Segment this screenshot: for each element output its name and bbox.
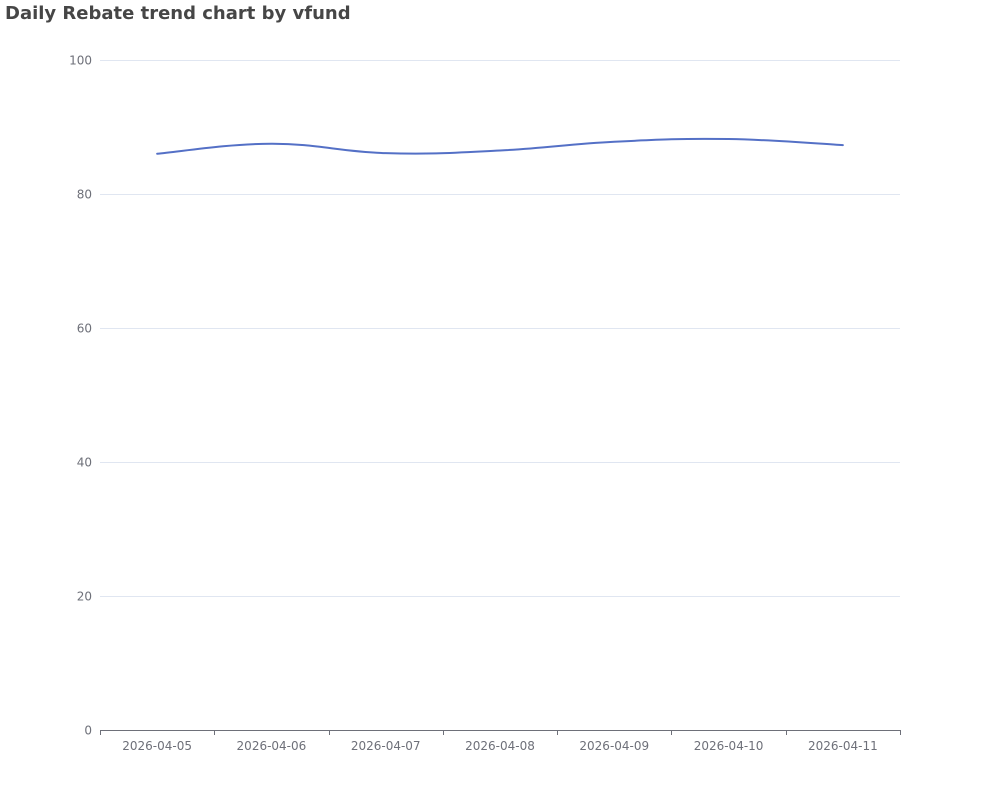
x-tick-label: 2026-04-06 (237, 739, 307, 753)
y-tick-label: 20 (77, 590, 92, 604)
y-tick-label: 60 (77, 322, 92, 336)
x-tick-label: 2026-04-05 (122, 739, 192, 753)
x-tick-label: 2026-04-08 (465, 739, 535, 753)
x-tick-label: 2026-04-09 (579, 739, 649, 753)
y-tick-label: 100 (69, 54, 92, 68)
x-tick-label: 2026-04-07 (351, 739, 421, 753)
y-axis-tick-labels: 0 20 40 60 80 100 (69, 54, 92, 738)
series-line (156, 137, 844, 155)
chart-title: Daily Rebate trend chart by vfund (5, 3, 351, 24)
y-tick-label: 40 (77, 456, 92, 470)
series-layer (156, 137, 844, 155)
x-tick-label: 2026-04-11 (808, 739, 878, 753)
grid-lines (100, 60, 900, 597)
y-tick-label: 80 (77, 188, 92, 202)
x-axis-tick-labels: 2026-04-05 2026-04-06 2026-04-07 2026-04-08… (122, 739, 877, 753)
x-tick-label: 2026-04-10 (694, 739, 764, 753)
x-axis (100, 730, 901, 735)
y-tick-label: 0 (84, 724, 92, 738)
